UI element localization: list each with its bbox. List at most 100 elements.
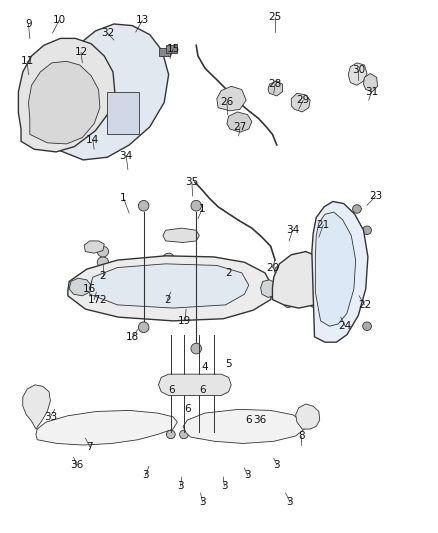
Text: 3: 3	[244, 471, 251, 480]
Text: 1: 1	[120, 193, 127, 203]
Ellipse shape	[26, 390, 46, 409]
Text: 2: 2	[99, 295, 106, 304]
Text: 17: 17	[88, 295, 101, 304]
Ellipse shape	[275, 284, 284, 294]
Text: 36: 36	[70, 460, 83, 470]
Text: 31: 31	[365, 87, 378, 96]
Ellipse shape	[164, 303, 173, 313]
Ellipse shape	[86, 122, 96, 132]
Text: 1: 1	[199, 204, 206, 214]
Text: 29: 29	[297, 95, 310, 105]
Polygon shape	[315, 212, 356, 326]
Text: 10: 10	[53, 15, 66, 25]
Ellipse shape	[106, 422, 126, 431]
Text: 27: 27	[233, 122, 247, 132]
Text: 23: 23	[369, 191, 382, 201]
Text: 3: 3	[221, 481, 228, 491]
Text: 26: 26	[220, 98, 233, 107]
Ellipse shape	[120, 298, 130, 308]
Ellipse shape	[283, 298, 293, 308]
Ellipse shape	[301, 409, 317, 425]
Polygon shape	[166, 45, 177, 53]
Ellipse shape	[230, 419, 250, 429]
Text: 18: 18	[126, 332, 139, 342]
Text: 9: 9	[25, 19, 32, 29]
Text: 32: 32	[101, 28, 114, 38]
Ellipse shape	[217, 259, 228, 269]
Text: 3: 3	[199, 497, 206, 507]
Ellipse shape	[106, 52, 115, 60]
Polygon shape	[159, 374, 231, 395]
Polygon shape	[268, 81, 283, 96]
Text: 14: 14	[86, 135, 99, 144]
Polygon shape	[227, 112, 252, 132]
Polygon shape	[272, 252, 331, 308]
Polygon shape	[68, 256, 272, 321]
Text: 2: 2	[225, 268, 232, 278]
Polygon shape	[23, 385, 50, 429]
Ellipse shape	[209, 430, 218, 439]
Text: 3: 3	[177, 481, 184, 491]
Text: 7: 7	[86, 442, 93, 451]
Ellipse shape	[200, 379, 210, 390]
Ellipse shape	[295, 274, 308, 288]
Text: 12: 12	[74, 47, 88, 57]
Polygon shape	[364, 74, 378, 92]
Text: 2: 2	[99, 271, 106, 281]
Text: 34: 34	[120, 151, 133, 160]
Ellipse shape	[133, 423, 152, 433]
Ellipse shape	[191, 343, 201, 354]
Ellipse shape	[191, 200, 201, 211]
Polygon shape	[291, 93, 310, 112]
Text: 20: 20	[266, 263, 279, 272]
Text: 30: 30	[352, 66, 365, 75]
Ellipse shape	[261, 421, 280, 430]
Text: 6: 6	[184, 405, 191, 414]
Text: 4: 4	[201, 362, 208, 372]
Text: 6: 6	[168, 385, 175, 395]
Ellipse shape	[310, 298, 319, 308]
Text: 6: 6	[245, 415, 252, 425]
Ellipse shape	[166, 430, 175, 439]
Ellipse shape	[353, 205, 361, 213]
Ellipse shape	[97, 246, 109, 257]
Text: 3: 3	[142, 471, 149, 480]
Polygon shape	[84, 241, 104, 253]
Polygon shape	[90, 264, 249, 308]
Text: 35: 35	[185, 177, 198, 187]
Text: 13: 13	[136, 15, 149, 25]
Ellipse shape	[97, 257, 109, 268]
Ellipse shape	[226, 262, 237, 273]
Text: 5: 5	[225, 359, 232, 368]
Text: 33: 33	[44, 412, 57, 422]
Text: 21: 21	[317, 220, 330, 230]
Text: 8: 8	[298, 431, 305, 441]
Ellipse shape	[216, 379, 226, 390]
Text: 3: 3	[286, 497, 293, 507]
Ellipse shape	[275, 266, 284, 276]
Ellipse shape	[168, 379, 178, 390]
Polygon shape	[59, 24, 169, 160]
Polygon shape	[217, 86, 246, 111]
Polygon shape	[296, 404, 320, 429]
Polygon shape	[348, 63, 367, 85]
Ellipse shape	[363, 226, 371, 235]
Polygon shape	[183, 409, 304, 443]
Text: 3: 3	[273, 460, 280, 470]
Ellipse shape	[198, 421, 218, 430]
Text: 24: 24	[339, 321, 352, 331]
Ellipse shape	[138, 200, 149, 211]
Ellipse shape	[138, 322, 149, 333]
Ellipse shape	[78, 422, 97, 431]
Polygon shape	[163, 228, 199, 243]
Ellipse shape	[195, 430, 204, 439]
Ellipse shape	[52, 423, 71, 433]
Text: 34: 34	[286, 225, 299, 235]
Polygon shape	[107, 92, 139, 134]
Text: 36: 36	[253, 415, 266, 425]
Ellipse shape	[126, 69, 135, 78]
Text: 16: 16	[83, 284, 96, 294]
Ellipse shape	[108, 104, 118, 115]
Ellipse shape	[289, 268, 314, 295]
Ellipse shape	[163, 253, 174, 264]
